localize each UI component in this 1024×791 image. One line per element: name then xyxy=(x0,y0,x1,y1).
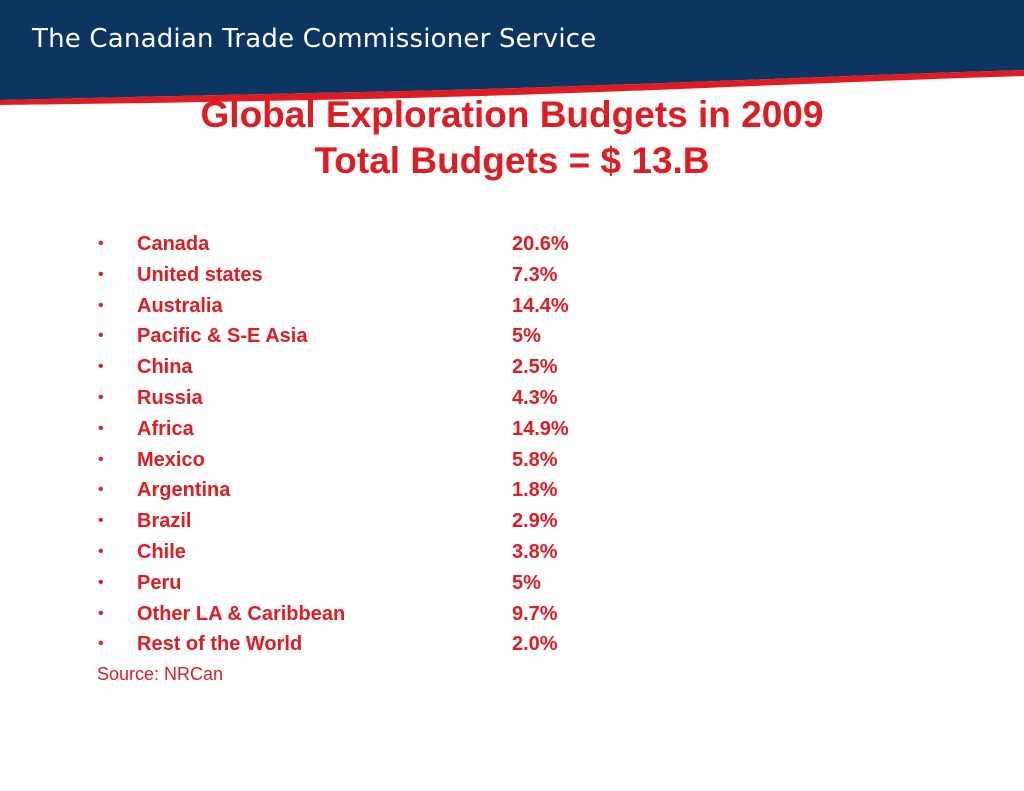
region-label: Mexico xyxy=(137,448,205,471)
list-item: • Africa 14.9% xyxy=(98,414,569,445)
bullet-icon: • xyxy=(98,327,104,345)
budget-share-value: 4.3% xyxy=(512,386,558,409)
budget-share-value: 5% xyxy=(512,571,541,594)
region-label: Africa xyxy=(137,417,194,440)
slide-title-line-1: Global Exploration Budgets in 2009 xyxy=(200,94,824,135)
organization-name: The Canadian Trade Commissioner Service xyxy=(32,24,597,54)
list-item: • Russia 4.3% xyxy=(98,383,569,414)
bullet-icon: • xyxy=(98,450,104,468)
budget-share-value: 1.8% xyxy=(512,479,558,502)
budget-share-value: 2.5% xyxy=(512,356,558,379)
region-label: Australia xyxy=(137,294,223,317)
bullet-icon: • xyxy=(98,542,104,560)
list-item: • Peru 5% xyxy=(98,568,569,599)
budget-share-value: 14.9% xyxy=(512,417,569,440)
region-label: Chile xyxy=(137,540,186,563)
bullet-icon: • xyxy=(98,265,104,283)
region-label: Peru xyxy=(137,571,182,594)
list-item: • Chile 3.8% xyxy=(98,537,569,568)
budget-share-value: 14.4% xyxy=(512,294,569,317)
region-label: Rest of the World xyxy=(137,633,303,656)
region-label: Canada xyxy=(137,233,210,255)
region-label: Russia xyxy=(137,386,203,409)
list-item: • United states 7.3% xyxy=(98,260,569,291)
bullet-icon: • xyxy=(98,419,104,437)
budget-share-value: 5.8% xyxy=(512,448,558,471)
bullet-icon: • xyxy=(98,604,104,622)
source-note: Source: NRCan xyxy=(97,664,224,684)
slide-title: Global Exploration Budgets in 2009 Total… xyxy=(0,92,1024,184)
bullet-icon: • xyxy=(98,358,104,376)
bullet-icon: • xyxy=(98,296,104,314)
list-item: • Argentina 1.8% xyxy=(98,475,569,506)
region-label: United states xyxy=(137,263,263,286)
list-item: • Pacific & S-E Asia 5% xyxy=(98,321,569,352)
bullet-icon: • xyxy=(98,388,104,406)
budget-share-value: 20.6% xyxy=(512,233,569,255)
budget-share-value: 2.9% xyxy=(512,510,558,533)
bullet-icon: • xyxy=(98,481,104,499)
budget-list: • Canada 20.6% • United states 7.3% • Australia… xyxy=(98,229,569,660)
region-label: Brazil xyxy=(137,510,192,533)
budget-share-value: 9.7% xyxy=(512,602,558,625)
region-label: Argentina xyxy=(137,479,231,502)
list-item: • Brazil 2.9% xyxy=(98,506,569,537)
banner-red-swoosh xyxy=(0,70,1024,105)
header-banner: The Canadian Trade Commissioner Service xyxy=(0,0,1024,105)
region-label: China xyxy=(137,356,193,379)
banner-swoosh-graphic xyxy=(0,0,1024,105)
budget-share-value: 2.0% xyxy=(512,633,558,656)
budget-share-value: 7.3% xyxy=(512,263,558,286)
budget-share-value: 5% xyxy=(512,325,541,348)
slide-title-line-2: Total Budgets = $ 13.B xyxy=(314,140,710,181)
list-item: • Canada 20.6% xyxy=(98,229,569,260)
list-item: • Australia 14.4% xyxy=(98,291,569,322)
budget-share-value: 3.8% xyxy=(512,540,558,563)
bullet-icon: • xyxy=(98,573,104,591)
region-label: Other LA & Caribbean xyxy=(137,602,346,625)
list-item: • Other LA & Caribbean 9.7% xyxy=(98,599,569,630)
bullet-icon: • xyxy=(98,235,104,252)
region-label: Pacific & S-E Asia xyxy=(137,325,308,348)
bullet-icon: • xyxy=(98,512,104,530)
list-item: • China 2.5% xyxy=(98,352,569,383)
list-item: • Rest of the World 2.0% xyxy=(98,629,569,660)
list-item: • Mexico 5.8% xyxy=(98,445,569,476)
banner-navy-band xyxy=(0,0,1024,100)
bullet-icon: • xyxy=(98,635,104,653)
